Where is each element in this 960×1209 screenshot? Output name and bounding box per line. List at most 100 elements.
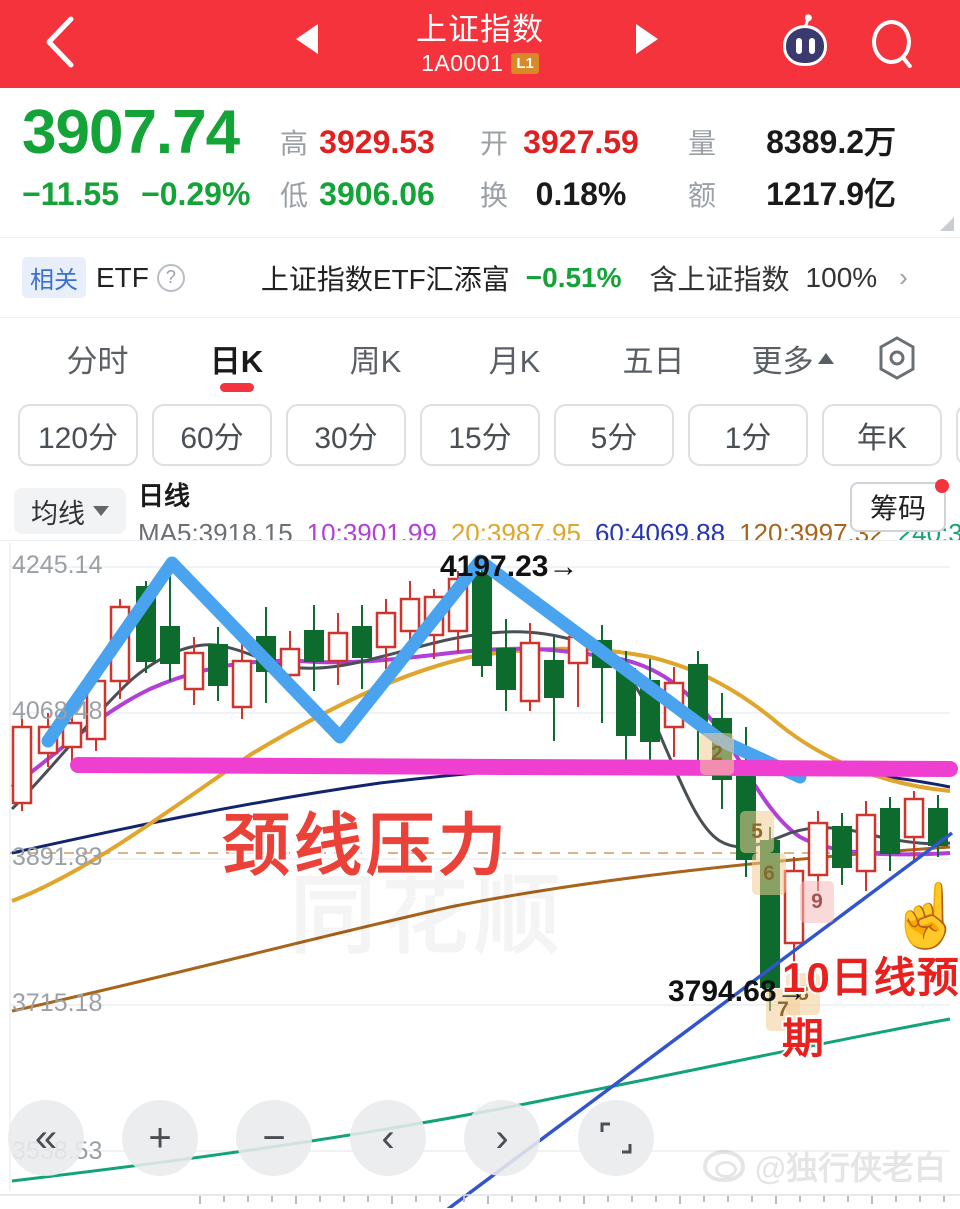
candle-marker: 5 xyxy=(740,811,774,853)
tab-daily-k[interactable]: 日K xyxy=(167,318,306,398)
quote-value-turnover-rate: 0.18% xyxy=(535,176,627,212)
quote-panel[interactable]: 3907.74 高 3929.53 开 3927.59 量 8389.2万 −11.5… xyxy=(0,88,960,238)
chip-1min[interactable]: 1分 xyxy=(688,404,808,466)
etf-holding-pct: 100% xyxy=(805,261,878,293)
candle xyxy=(688,651,708,771)
zoom-in-icon[interactable]: + xyxy=(122,1100,198,1176)
quote-value-high: 3929.53 xyxy=(319,124,435,160)
quote-value-open: 3927.59 xyxy=(523,124,639,160)
tab-weekly-k[interactable]: 周K xyxy=(306,318,445,398)
tab-monthly-k[interactable]: 月K xyxy=(445,318,584,398)
candle xyxy=(855,801,877,891)
etf-detail[interactable]: 上证指数ETF汇添富 −0.51% 含上证指数 100% › xyxy=(261,258,908,298)
related-etf-row[interactable]: 相关 ETF ? 上证指数ETF汇添富 −0.51% 含上证指数 100% › xyxy=(0,238,960,318)
candle xyxy=(544,637,564,741)
y-axis-label-0: 4245.14 xyxy=(12,551,103,579)
active-tab-underline xyxy=(219,383,254,392)
quote-cell-turnover-rate: 换 0.18% xyxy=(480,174,688,216)
low-annotation: 3794.68→ xyxy=(668,975,807,1008)
chip-15min[interactable]: 15分 xyxy=(420,404,540,466)
chip-120min[interactable]: 120分 xyxy=(18,404,138,466)
etf-word: ETF xyxy=(96,261,149,293)
quote-label-low: 低 xyxy=(280,180,309,211)
quote-cell-low: 低 3906.06 xyxy=(280,174,480,216)
zoom-out-icon[interactable]: − xyxy=(236,1100,312,1176)
weibo-watermark: @独行侠老白 xyxy=(702,1143,946,1189)
search-icon[interactable] xyxy=(870,18,922,70)
tab-label: 月K xyxy=(488,343,541,379)
fullscreen-icon[interactable] xyxy=(578,1100,654,1176)
candle-marker: 7 xyxy=(766,989,800,1031)
time-axis xyxy=(0,1194,960,1204)
candle xyxy=(832,813,852,885)
chart-period-tabs: 分时 日K 周K 月K 五日 更多 xyxy=(0,318,960,398)
chart-control-bar: « + − ‹ › xyxy=(0,1098,700,1178)
triangle-right-icon xyxy=(636,24,658,54)
price-change: −11.55 xyxy=(22,176,119,212)
tab-five-day[interactable]: 五日 xyxy=(584,318,723,398)
quote-cell-high: 高 3929.53 xyxy=(280,122,480,164)
tab-label: 日K xyxy=(209,343,264,379)
weibo-handle: @独行侠老白 xyxy=(754,1150,946,1186)
tab-more[interactable]: 更多 xyxy=(723,318,862,398)
chip-60min[interactable]: 60分 xyxy=(152,404,272,466)
fast-rewind-icon[interactable]: « xyxy=(8,1100,84,1176)
stock-code: 1A0001 xyxy=(421,50,504,76)
neckline-overlay xyxy=(70,757,958,777)
candle xyxy=(880,797,900,871)
previous-stock-button[interactable] xyxy=(296,24,318,54)
candle xyxy=(519,623,541,711)
quote-value-volume: 8389.2万 xyxy=(766,124,897,160)
caret-down-icon xyxy=(93,506,109,516)
quote-row-primary: 3907.74 高 3929.53 开 3927.59 量 8389.2万 xyxy=(22,98,938,174)
neckline-resistance-label: 颈线压力 xyxy=(222,808,511,884)
candle xyxy=(375,599,397,669)
tab-label: 五日 xyxy=(622,343,685,379)
tab-label: 周K xyxy=(349,343,402,379)
chart-settings-icon[interactable] xyxy=(862,334,932,382)
etf-name: 上证指数ETF汇添富 xyxy=(260,263,510,295)
chevron-left-icon xyxy=(46,16,74,68)
candle xyxy=(472,563,492,677)
next-stock-button[interactable] xyxy=(636,24,658,54)
quote-cell-volume: 量 8389.2万 xyxy=(688,122,938,164)
chips-button-label: 筹码 xyxy=(869,493,926,524)
tab-label: 更多 xyxy=(751,343,814,379)
candle xyxy=(231,637,253,719)
candle xyxy=(183,637,205,705)
period-chip-row[interactable]: 120分 60分 30分 15分 5分 1分 年K xyxy=(0,398,960,478)
m-pattern-overlay xyxy=(41,554,807,784)
step-left-icon[interactable]: ‹ xyxy=(350,1100,426,1176)
expand-corner-icon[interactable] xyxy=(940,217,954,231)
ma10-expectation-label: 10日线预期 xyxy=(780,952,960,1064)
candle xyxy=(11,719,33,811)
ma-dropdown-label: 均线 xyxy=(31,498,85,529)
chevron-right-icon: › xyxy=(899,262,908,292)
y-axis-label-1: 4068.48 xyxy=(12,697,103,725)
ma-legend-bar: 均线 日线MA5:3918.15 10:3901.99 20:3987.95 60:4… xyxy=(0,478,960,548)
candle xyxy=(327,613,349,685)
chip-5min[interactable]: 5分 xyxy=(554,404,674,466)
back-button[interactable] xyxy=(38,14,82,70)
step-right-icon[interactable]: › xyxy=(464,1100,540,1176)
etf-holding-label: 含上证指数 xyxy=(649,263,790,295)
candle xyxy=(208,627,228,701)
candle xyxy=(903,791,925,861)
robot-assistant-icon[interactable] xyxy=(780,18,830,69)
chips-distribution-button[interactable]: 筹码 xyxy=(849,479,949,532)
ma-period-label: 日线 xyxy=(138,481,191,511)
triangle-left-icon xyxy=(296,24,318,54)
tab-label: 分时 xyxy=(66,343,129,379)
candlestick-chart[interactable]: 4245.14 4068.48 3891.83 3715.18 3538.53 … xyxy=(0,540,960,1208)
candle xyxy=(496,619,516,711)
pointing-finger-icon: ☝️ xyxy=(888,882,960,951)
question-mark-icon[interactable]: ? xyxy=(156,263,185,292)
chip-yearly-k[interactable]: 年K xyxy=(822,404,942,466)
chip-overflow[interactable] xyxy=(956,404,960,466)
quote-value-amount: 1217.9亿 xyxy=(766,176,897,212)
tab-fenshi[interactable]: 分时 xyxy=(28,318,167,398)
candle xyxy=(85,671,107,751)
chip-30min[interactable]: 30分 xyxy=(286,404,406,466)
ma-dropdown[interactable]: 均线 xyxy=(14,488,126,534)
